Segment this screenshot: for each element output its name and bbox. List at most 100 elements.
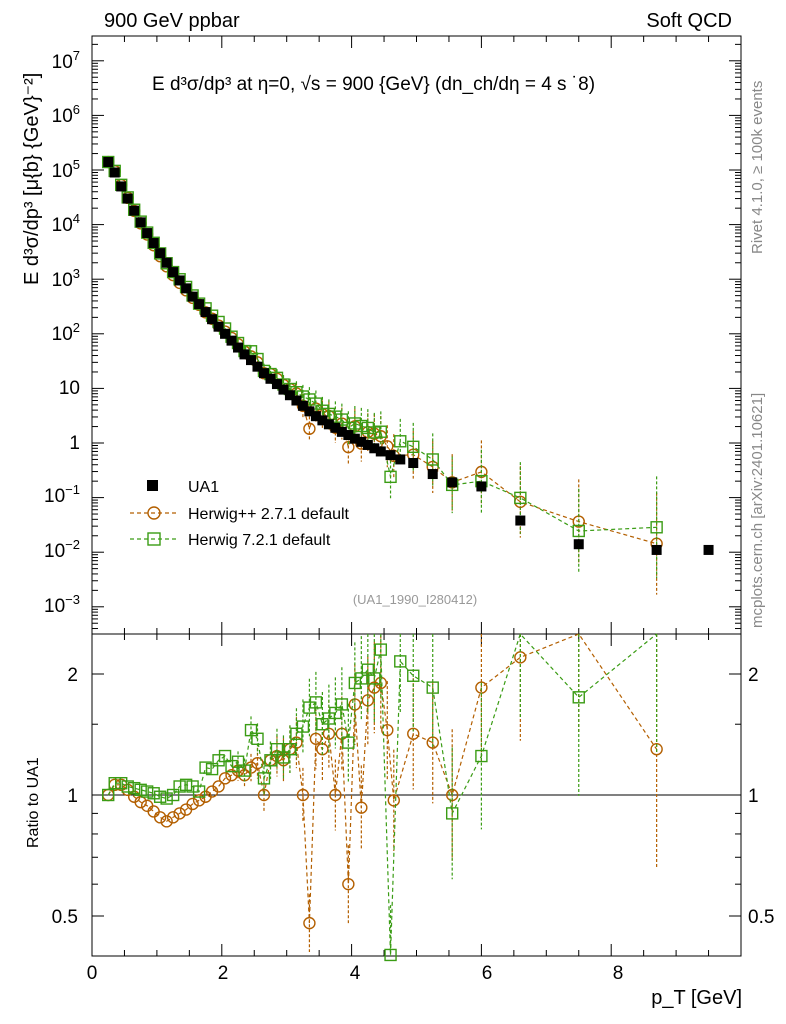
data-point xyxy=(122,193,133,204)
mc2-ratio-point xyxy=(342,736,355,749)
legend-label-mc2: Herwig 7.2.1 default xyxy=(188,532,331,549)
energy-label: 900 GeV ppbar xyxy=(104,10,240,32)
mc2-point xyxy=(355,419,368,433)
mc2-point xyxy=(153,247,167,260)
mc1-ratio-point xyxy=(355,801,368,814)
data-point xyxy=(142,228,153,239)
mc1-ratio-point xyxy=(134,795,147,809)
mc2-ratio-point xyxy=(374,643,388,656)
x-tick-label: 0 xyxy=(87,963,98,984)
mc2-ratio-point xyxy=(368,672,381,685)
legend-marker-data xyxy=(147,480,158,491)
main-axis-ticks xyxy=(91,36,741,634)
mc2-ratio-point xyxy=(134,783,147,797)
mc2-ratio-point xyxy=(205,762,219,776)
mc2-ratio-point xyxy=(166,788,180,802)
data-point xyxy=(116,181,127,192)
data-point xyxy=(109,167,120,178)
x-tick-label: 4 xyxy=(350,963,361,984)
mc1-ratio-point xyxy=(186,797,199,811)
data-point xyxy=(427,469,438,480)
data-point xyxy=(356,436,367,447)
ratio-tick-label: 2 xyxy=(67,665,78,686)
x-tick-label: 2 xyxy=(218,963,229,984)
data-point xyxy=(226,335,237,346)
mc2-ratio-point xyxy=(283,743,297,756)
y-tick-label: 10−3 xyxy=(44,592,80,617)
source-label: mcplots.cern.ch [arXiv:2401.10621] xyxy=(749,393,766,628)
data-point xyxy=(194,299,205,310)
legend-label-mc1: Herwig++ 2.7.1 default xyxy=(188,506,350,523)
y-tick-label: 105 xyxy=(52,157,80,182)
data-point xyxy=(129,205,140,216)
ratio-axis-label: Ratio to UA1 xyxy=(25,757,42,848)
data-point xyxy=(369,443,380,454)
mc2-ratio-point xyxy=(147,787,160,800)
data-point xyxy=(239,349,250,360)
data-point xyxy=(651,544,662,555)
data-point xyxy=(310,411,321,422)
mc2-ratio-point xyxy=(407,669,420,682)
data-point xyxy=(200,307,211,318)
mc2-ratio-point xyxy=(296,720,310,733)
data-point xyxy=(103,157,114,168)
mc2-ratio-point xyxy=(108,776,121,790)
mc2-point xyxy=(303,393,316,406)
mc1-ratio-point xyxy=(407,727,420,740)
mc1-ratio-point xyxy=(329,788,342,802)
data-point xyxy=(385,450,396,461)
y-tick-label: 1 xyxy=(69,433,80,454)
mc2-ratio-point xyxy=(426,681,439,694)
data-point xyxy=(336,426,347,437)
data-point xyxy=(330,422,341,433)
mc2-ratio-point xyxy=(572,691,585,704)
y-tick-label: 107 xyxy=(52,48,80,73)
data-point xyxy=(476,481,487,492)
data-point xyxy=(323,419,334,430)
mc1-ratio-point xyxy=(322,727,336,740)
data-point xyxy=(252,361,263,372)
mc2-ratio-point xyxy=(238,764,251,777)
mc2-point xyxy=(394,435,407,448)
mc2-ratio-point xyxy=(173,780,186,793)
data-point xyxy=(349,433,360,444)
ratio-tick-label-right: 2 xyxy=(748,665,759,686)
mc2-ratio-point xyxy=(225,759,238,773)
mc2-ratio-point xyxy=(218,749,232,763)
mc2-ratio-point xyxy=(309,696,323,709)
mc2-point xyxy=(160,257,173,270)
mc1-ratio-point xyxy=(309,732,323,745)
mc2-ratio-point xyxy=(329,706,342,720)
rivet-label: Rivet 4.1.0, ≥ 100k events xyxy=(749,81,766,254)
mc2-ratio-point xyxy=(277,751,290,764)
mc2-ratio-point xyxy=(160,792,173,805)
mc1-ratio-point xyxy=(147,805,160,818)
mc2-ratio-point xyxy=(127,781,141,795)
mc1-ratio-line xyxy=(107,633,658,924)
y-tick-label: 10−2 xyxy=(44,537,80,562)
mc1-ratio-point xyxy=(160,815,173,828)
analysis-id: (UA1_1990_I280412) xyxy=(353,592,477,607)
data-point xyxy=(265,373,276,384)
y-tick-label: 102 xyxy=(52,320,80,345)
ratio-tick-label-right: 1 xyxy=(748,786,759,807)
mc1-ratio-point xyxy=(231,764,245,777)
legend-marker-mc1 xyxy=(147,506,161,520)
main-series-data xyxy=(103,157,714,555)
mc1-ratio-point xyxy=(166,811,180,824)
mc2-point xyxy=(384,470,397,484)
data-point xyxy=(573,539,584,550)
ratio-series-mc2 xyxy=(102,632,658,962)
mc1-ratio-point xyxy=(368,681,381,694)
data-point xyxy=(395,454,406,465)
data-point xyxy=(174,275,185,286)
main-series-mc2 xyxy=(102,155,663,579)
mc2-ratio-point xyxy=(361,663,375,676)
mc2-ratio-point xyxy=(212,754,225,767)
x-tick-label: 8 xyxy=(613,963,624,984)
data-point xyxy=(168,267,179,278)
mc2-ratio-point xyxy=(335,698,349,711)
mc2-ratio-point xyxy=(199,761,212,774)
y-tick-label: 103 xyxy=(52,266,80,291)
mc2-ratio-point xyxy=(264,754,277,767)
